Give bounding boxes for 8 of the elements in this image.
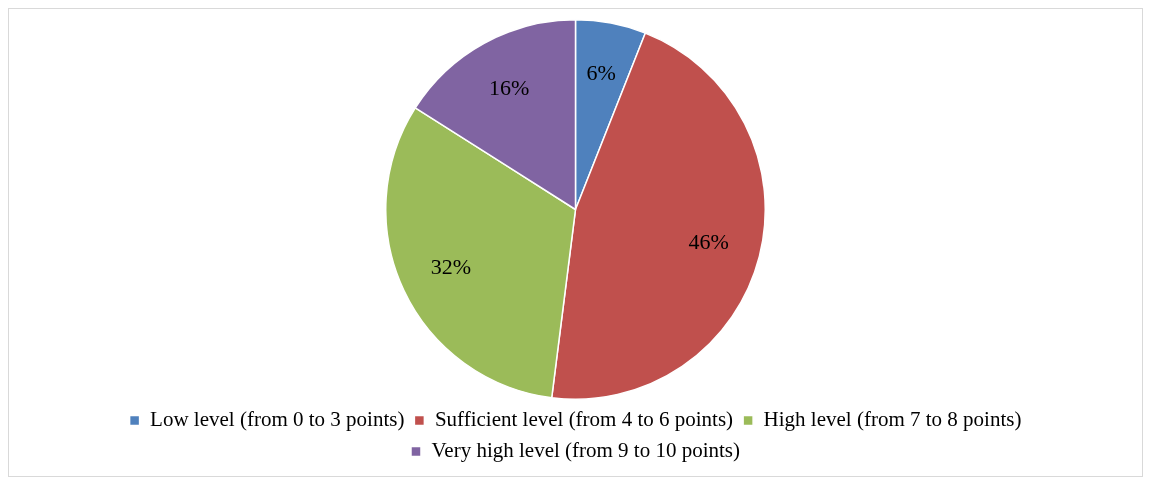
data-label: 16% <box>489 74 530 100</box>
data-label: 6% <box>586 60 616 86</box>
legend-label: High level (from 7 to 8 points) <box>763 407 1022 432</box>
data-label: 32% <box>430 253 472 279</box>
legend-label: Low level (from 0 to 3 points) <box>150 407 405 432</box>
legend-label: Very high level (from 9 to 10 points) <box>431 438 741 463</box>
legend-label: Sufficient level (from 4 to 6 points) <box>434 407 734 432</box>
data-label: 46% <box>688 229 729 255</box>
